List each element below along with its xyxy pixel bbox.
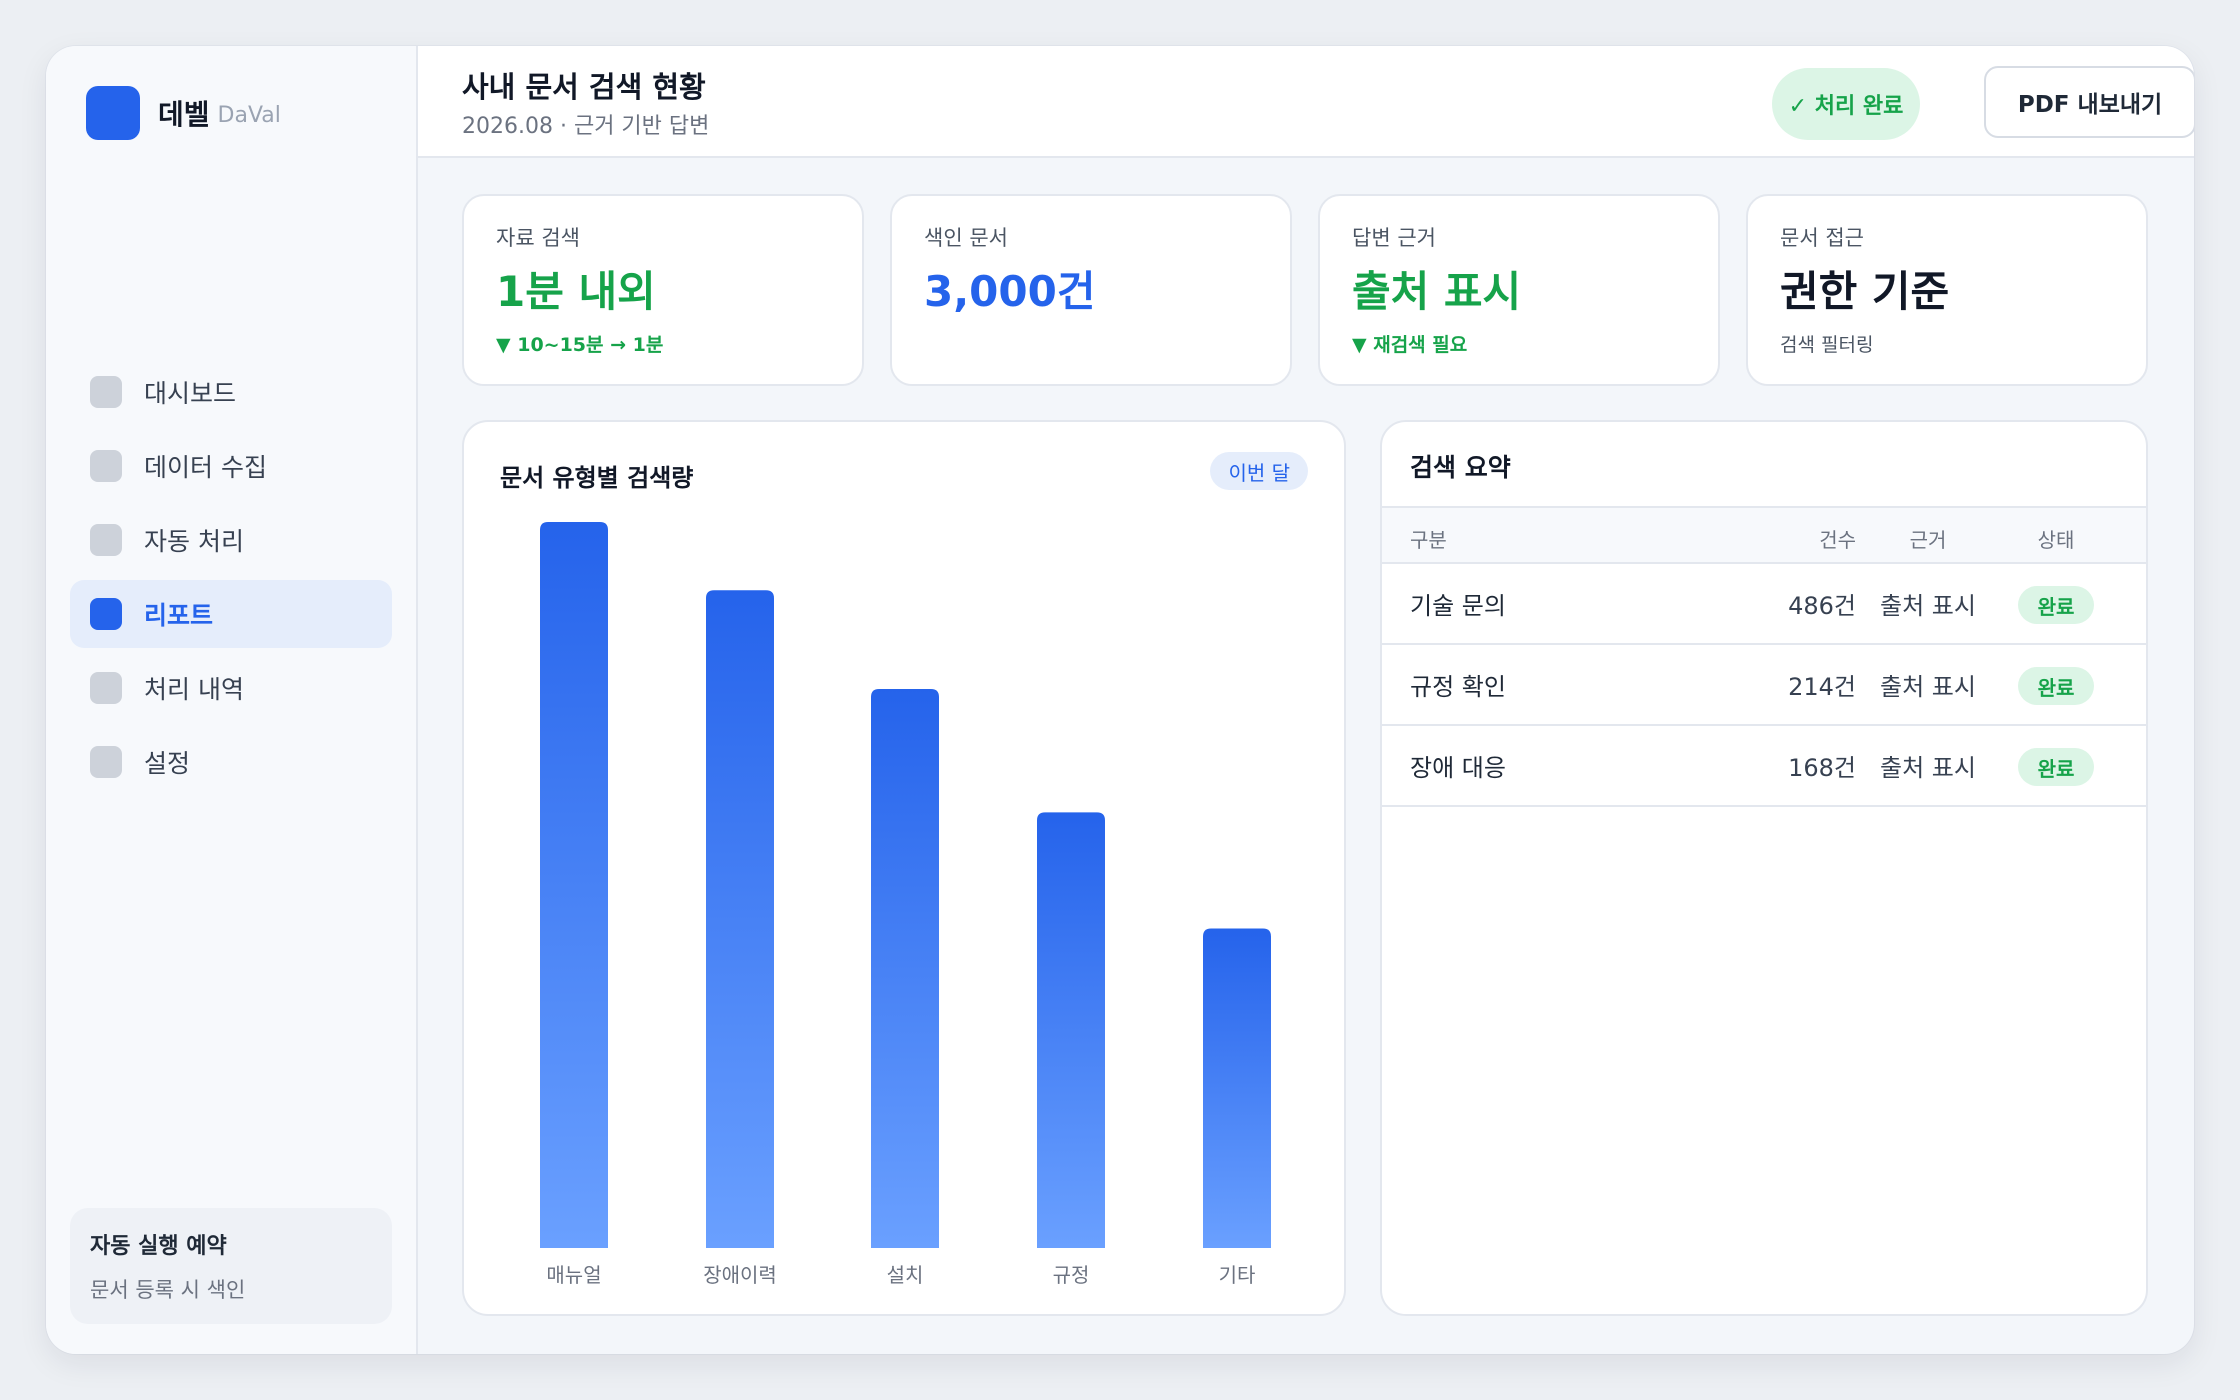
sidebar-item-label: 대시보드 — [144, 379, 237, 408]
kpi-value: 1분 내외 — [496, 267, 656, 316]
bar-chart: 매뉴얼 장애이력 설치 규정 기타 — [540, 522, 1271, 1287]
brand-logo — [86, 86, 140, 140]
bar-규정[interactable] — [1037, 812, 1105, 1248]
app-window: 데벨 DaVal 대시보드 데이터 수집 자동 처리 리포트 처리 내 — [46, 46, 2194, 1354]
chart-title: 문서 유형별 검색량 — [500, 464, 694, 492]
kpi-value: 권한 기준 — [1780, 267, 1950, 316]
sidebar-item-settings[interactable]: 설정 — [70, 728, 392, 796]
sidebar-item-label: 데이터 수집 — [144, 453, 267, 482]
x-tick-label: 규정 — [1053, 1263, 1090, 1287]
kpi-value: 출처 표시 — [1352, 267, 1522, 316]
status-badge: 완료 — [2018, 667, 2094, 705]
page-header: 사내 문서 검색 현황 2026.08 · 근거 기반 답변 ✓ 처리 완료 P… — [418, 46, 2194, 158]
cell-count: 214건 — [1788, 673, 1856, 701]
kpi-card-doc-access: 문서 접근 권한 기준 검색 필터링 — [1746, 194, 2148, 386]
sidebar-item-dashboard[interactable]: 대시보드 — [70, 358, 392, 426]
cell-category: 기술 문의 — [1410, 592, 1506, 620]
table-row[interactable]: 규정 확인 214건 출처 표시 완료 — [1382, 645, 2146, 726]
brand: 데벨 DaVal — [86, 86, 281, 140]
auto-run-schedule[interactable]: 자동 실행 예약 문서 등록 시 색인 — [70, 1208, 392, 1324]
page-subtitle: 2026.08 · 근거 기반 답변 — [462, 114, 710, 139]
table-row[interactable]: 장애 대응 168건 출처 표시 완료 — [1382, 726, 2146, 807]
kpi-label: 문서 접근 — [1780, 226, 1864, 250]
period-filter-pill[interactable]: 이번 달 — [1210, 452, 1308, 490]
schedule-description: 문서 등록 시 색인 — [90, 1278, 246, 1302]
sidebar-item-automation[interactable]: 자동 처리 — [70, 506, 392, 574]
column-header-category: 구분 — [1410, 528, 1447, 552]
data-collection-icon — [90, 450, 122, 482]
kpi-label: 자료 검색 — [496, 226, 580, 250]
sidebar-item-label: 처리 내역 — [144, 675, 244, 704]
cell-category: 규정 확인 — [1410, 673, 1506, 701]
sidebar: 데벨 DaVal 대시보드 데이터 수집 자동 처리 리포트 처리 내 — [46, 46, 418, 1354]
sidebar-item-history[interactable]: 처리 내역 — [70, 654, 392, 722]
bar-장애이력[interactable] — [706, 590, 774, 1248]
kpi-note: ▼ 재검색 필요 — [1352, 334, 1468, 356]
kpi-note: ▼ 10~15분 → 1분 — [496, 334, 664, 356]
sidebar-item-report[interactable]: 리포트 — [70, 580, 392, 648]
bar-기타[interactable] — [1203, 928, 1271, 1248]
cell-source: 출처 표시 — [1880, 754, 1976, 782]
column-header-status: 상태 — [2037, 528, 2075, 552]
report-icon — [90, 598, 122, 630]
dashboard-icon — [90, 376, 122, 408]
brand-name: 데벨 — [158, 98, 210, 131]
sidebar-item-label: 리포트 — [144, 601, 214, 630]
x-tick-label: 설치 — [887, 1263, 924, 1287]
kpi-label: 답변 근거 — [1352, 226, 1436, 250]
table-row[interactable]: 기술 문의 486건 출처 표시 완료 — [1382, 564, 2146, 645]
column-header-count: 건수 — [1819, 528, 1856, 552]
cell-count: 168건 — [1788, 754, 1856, 782]
history-icon — [90, 672, 122, 704]
x-tick-label: 기타 — [1219, 1263, 1256, 1287]
bar-설치[interactable] — [871, 688, 939, 1248]
settings-icon — [90, 746, 122, 778]
schedule-title: 자동 실행 예약 — [90, 1234, 227, 1259]
kpi-note: 검색 필터링 — [1780, 334, 1874, 356]
kpi-value: 3,000건 — [924, 267, 1096, 316]
cell-count: 486건 — [1788, 592, 1856, 620]
status-badge: 완료 — [2018, 748, 2094, 786]
summary-table-card: 검색 요약 구분 건수 근거 상태 기술 문의 486건 출처 표시 완료 규정… — [1380, 420, 2148, 1316]
kpi-label: 색인 문서 — [924, 226, 1008, 250]
x-tick-label: 장애이력 — [703, 1263, 777, 1287]
cell-source: 출처 표시 — [1880, 673, 1976, 701]
cell-category: 장애 대응 — [1410, 754, 1506, 782]
page-title: 사내 문서 검색 현황 — [462, 70, 706, 104]
sidebar-item-label: 설정 — [144, 749, 191, 778]
chart-card: 문서 유형별 검색량 이번 달 매뉴얼 장애이력 설치 규정 기타 — [462, 420, 1346, 1316]
sidebar-item-data-collection[interactable]: 데이터 수집 — [70, 432, 392, 500]
cell-source: 출처 표시 — [1880, 592, 1976, 620]
status-badge: ✓ 처리 완료 — [1772, 68, 1920, 140]
table-title: 검색 요약 — [1410, 453, 1511, 482]
x-tick-label: 매뉴얼 — [546, 1263, 601, 1287]
brand-subtitle: DaVal — [217, 102, 281, 128]
kpi-card-answer-source: 답변 근거 출처 표시 ▼ 재검색 필요 — [1318, 194, 1720, 386]
pdf-export-button[interactable]: PDF 내보내기 — [1984, 66, 2194, 138]
kpi-card-indexed-docs: 색인 문서 3,000건 — [890, 194, 1292, 386]
table-header: 구분 건수 근거 상태 — [1382, 506, 2146, 564]
sidebar-item-label: 자동 처리 — [144, 527, 244, 556]
status-badge: 완료 — [2018, 586, 2094, 624]
column-header-source: 근거 — [1909, 528, 1947, 552]
kpi-card-search-time: 자료 검색 1분 내외 ▼ 10~15분 → 1분 — [462, 194, 864, 386]
bar-매뉴얼[interactable] — [540, 522, 608, 1248]
automation-icon — [90, 524, 122, 556]
